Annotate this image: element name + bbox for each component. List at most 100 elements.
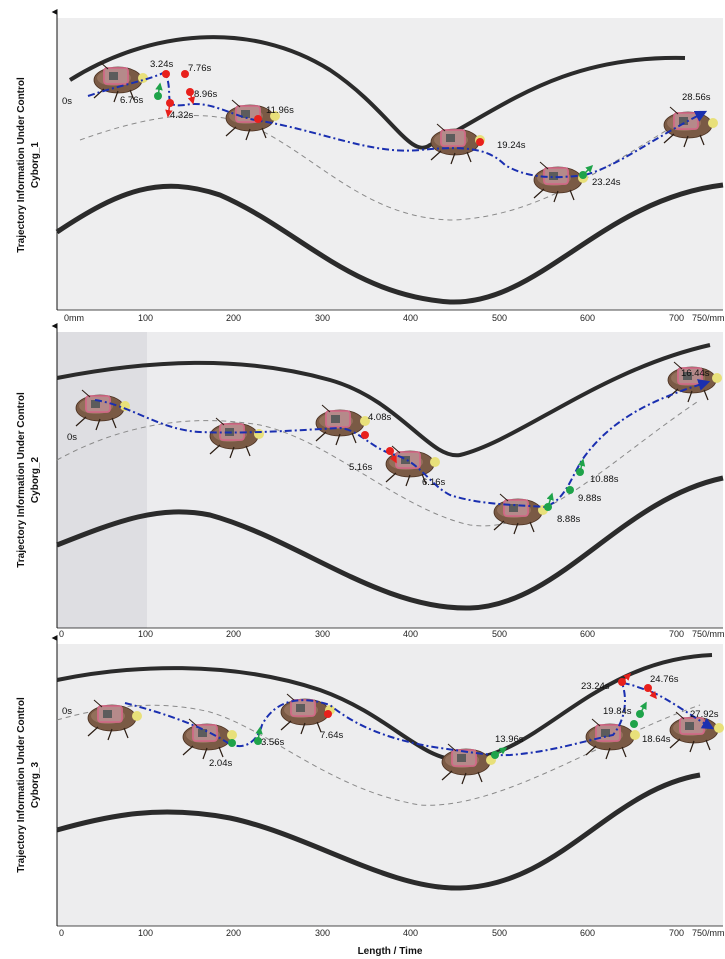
time-label: 3.24s (150, 59, 173, 70)
time-label: 24.76s (650, 674, 679, 685)
upper-wall (68, 35, 686, 150)
time-label: 6.76s (120, 95, 143, 106)
time-label: 0s (62, 96, 72, 107)
x-tick-label: 200 (226, 928, 241, 938)
end-direction-arrow (577, 458, 586, 473)
trajectory-line (87, 70, 708, 179)
time-label: 28.56s (682, 92, 711, 103)
stimulus-end-marker (630, 720, 638, 728)
start-direction-arrow (621, 672, 632, 683)
time-label: 7.76s (188, 63, 211, 74)
end-direction-arrow (639, 701, 647, 715)
x-tick-label: 700 (669, 629, 684, 639)
stimulus-end-marker (566, 486, 574, 494)
arena-photo-background (57, 644, 723, 926)
lower-wall (56, 772, 701, 891)
time-label: 3.56s (261, 737, 284, 748)
lower-wall (55, 182, 724, 305)
start-direction-arrow (187, 91, 196, 105)
panel-cyborg-3: 0s 2.04s 3.56s 7.64s 13.96s 23.24s 24.76… (16, 635, 725, 938)
time-label: 9.88s (578, 493, 601, 504)
reference-path (79, 109, 701, 221)
x-tick-label: 600 (580, 629, 595, 639)
start-direction-arrow (389, 450, 397, 464)
time-label: 19.24s (497, 140, 526, 151)
panel-cyborg-2: 0s 4.08s 5.16s 6.16s 16.44s 10.88s 9.88s… (16, 323, 725, 639)
stimulus-start-marker (361, 431, 369, 439)
y-axis-label: Trajectory Information Under Control (16, 392, 27, 568)
x-tick-label: 750/mm (692, 313, 725, 323)
end-direction-arrow (582, 164, 594, 176)
end-direction-arrow (155, 82, 163, 97)
x-tick-label: 0 (59, 629, 64, 639)
time-label: 10.88s (590, 474, 619, 485)
time-label: 27.92s (690, 709, 719, 720)
x-tick-label: 750/mm (692, 928, 725, 938)
x-tick-label: 700 (669, 928, 684, 938)
time-label: 18.64s (642, 734, 671, 745)
stimulus-start-marker (181, 70, 189, 78)
y-axis-label-cyborg: Cyborg_2 (30, 457, 41, 504)
y-axis-label: Trajectory Information Under Control (16, 697, 27, 873)
trajectory-line (124, 681, 715, 757)
upper-wall (56, 343, 711, 458)
x-tick-label: 100 (138, 928, 153, 938)
time-label: 0s (62, 706, 72, 717)
stimulus-start-marker (162, 70, 170, 78)
stimulus-start-marker (324, 710, 332, 718)
stimulus-end-marker (228, 739, 236, 747)
y-axis-label: Trajectory Information Under Control (16, 77, 27, 253)
time-label: 19.84s (603, 706, 632, 717)
end-direction-arrow (546, 492, 554, 508)
start-direction-arrow (647, 687, 657, 700)
reference-path (56, 399, 701, 527)
time-label: 4.32s (170, 110, 193, 121)
x-tick-label: 200 (226, 629, 241, 639)
time-label: 0s (67, 432, 77, 443)
time-label: 23.24s (592, 177, 621, 188)
time-label: 2.04s (209, 758, 232, 769)
reference-path (56, 704, 701, 806)
panel-cyborg-1: 0s 3.24s 7.76s 6.76s 8.96s 4.32s 11.96s … (16, 9, 725, 323)
trajectory-line (94, 379, 711, 509)
x-tick-label: 0mm (64, 313, 84, 323)
upper-wall (56, 653, 713, 763)
time-label: 8.88s (557, 514, 580, 525)
time-label: 13.96s (495, 734, 524, 745)
arena-shadow (57, 332, 147, 628)
arena-photo-background (57, 18, 723, 310)
time-label: 6.16s (422, 477, 445, 488)
y-axis-label-cyborg: Cyborg_3 (30, 762, 41, 809)
stimulus-start-marker (476, 138, 484, 146)
start-direction-arrow (165, 102, 173, 118)
lower-wall (56, 475, 724, 611)
x-tick-label: 300 (315, 629, 330, 639)
x-tick-label: 500 (492, 928, 507, 938)
end-direction-arrow (494, 747, 508, 756)
x-tick-label: 600 (580, 928, 595, 938)
x-tick-label: 500 (492, 313, 507, 323)
x-tick-label: 200 (226, 313, 241, 323)
x-tick-label: 100 (138, 313, 153, 323)
x-tick-label: 700 (669, 313, 684, 323)
x-tick-label: 400 (403, 928, 418, 938)
x-tick-label: 0 (59, 928, 64, 938)
time-label: 23.24s (581, 681, 610, 692)
x-tick-label: 100 (138, 629, 153, 639)
time-label: 8.96s (194, 89, 217, 100)
end-direction-arrow (255, 726, 263, 742)
time-label: 5.16s (349, 462, 372, 473)
x-tick-label: 300 (315, 928, 330, 938)
x-tick-label: 300 (315, 313, 330, 323)
time-label: 16.44s (681, 368, 710, 379)
x-tick-label: 750/mm (692, 629, 725, 639)
x-tick-label: 600 (580, 313, 595, 323)
x-tick-label: 400 (403, 313, 418, 323)
y-axis-label-cyborg: Cyborg_1 (30, 142, 41, 189)
time-label: 4.08s (368, 412, 391, 423)
x-tick-label: 400 (403, 629, 418, 639)
x-axis-title: Length / Time (358, 946, 423, 957)
stimulus-start-marker (254, 115, 262, 123)
x-tick-label: 500 (492, 629, 507, 639)
